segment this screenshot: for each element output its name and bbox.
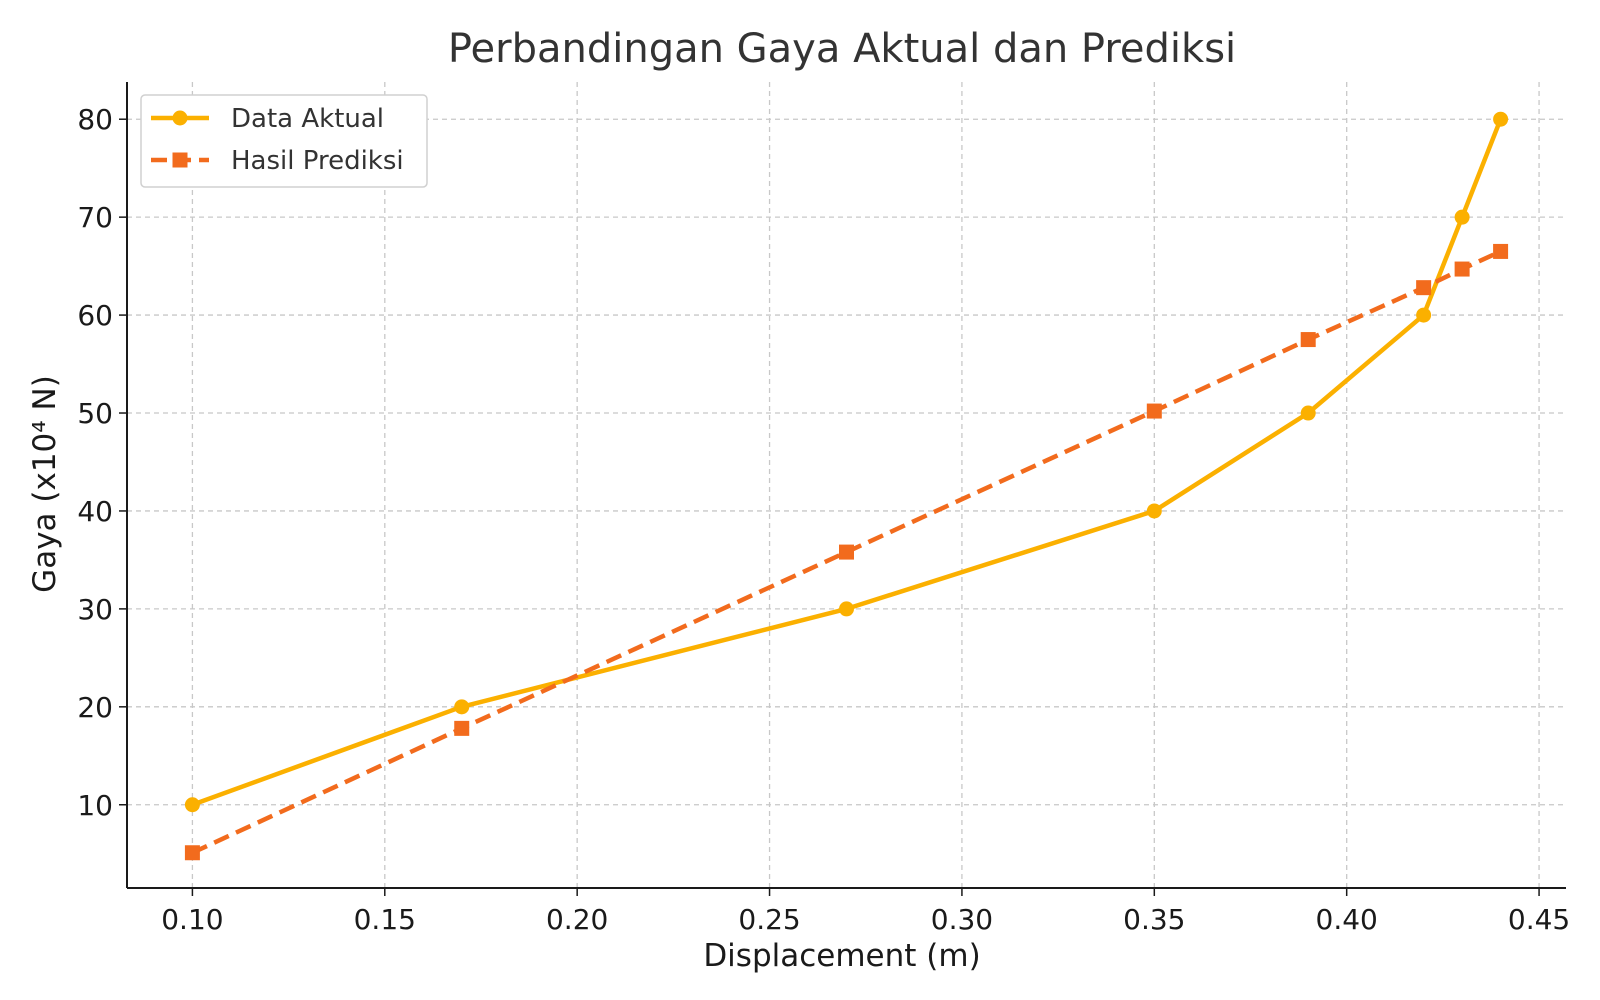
data-point [1300,332,1316,348]
legend-label: Data Aktual [231,104,384,134]
data-point [1454,209,1470,225]
legend-box [140,94,428,188]
chart-title: Perbandingan Gaya Aktual dan Prediksi [448,26,1236,72]
x-tick-label: 0.35 [1123,903,1185,936]
data-point [1416,307,1432,323]
x-axis-label: Displacement (m) [703,938,980,974]
x-tick-label: 0.25 [738,903,800,936]
legend: Data Aktual Hasil Prediksi [140,94,428,188]
y-tick-label: 80 [77,103,113,136]
x-tick-label: 0.15 [354,903,416,936]
legend-items: Data Aktual Hasil Prediksi [151,104,404,176]
legend-item: Hasil Prediksi [151,146,404,176]
y-tick-label: 20 [77,691,113,724]
data-point [184,797,200,813]
data-point [1493,111,1509,127]
x-tick-label: 0.20 [546,903,608,936]
legend-label: Hasil Prediksi [231,146,404,176]
series-layer [184,111,1509,861]
x-tick-label: 0.10 [161,903,223,936]
legend-item: Data Aktual [151,104,384,134]
x-tick-label: 0.40 [1316,903,1378,936]
y-tick-label: 40 [77,495,113,528]
y-axis-label: Gaya (x10⁴ N) [27,375,63,593]
data-point [839,544,854,560]
data-point [454,699,470,715]
y-tick-label: 30 [77,593,113,626]
grid-layer [127,82,1566,888]
data-point [839,601,854,617]
data-point [1493,243,1509,259]
data-point [454,720,470,736]
series-hasil-prediksi [184,243,1509,861]
series-data-aktual [184,111,1509,813]
data-point [184,845,200,861]
data-point [1454,261,1470,277]
data-point [1300,405,1316,421]
data-point [1416,280,1432,296]
x-tick-label: 0.45 [1508,903,1570,936]
series-line [191,249,1502,855]
ticks-layer: 0.10 0.15 0.20 0.25 0.30 0.35 0.40 0.45 10 20 30 40… [77,103,1570,936]
x-tick-label: 0.30 [931,903,993,936]
y-tick-label: 70 [77,201,113,234]
series-line [191,118,1503,807]
data-point [1146,503,1162,519]
legend-marker [172,152,188,168]
axes-layer [126,82,1566,889]
data-point [1146,403,1162,419]
legend-marker [172,110,188,126]
y-tick-label: 10 [77,789,113,822]
y-tick-label: 50 [77,397,113,430]
y-tick-label: 60 [77,299,113,332]
